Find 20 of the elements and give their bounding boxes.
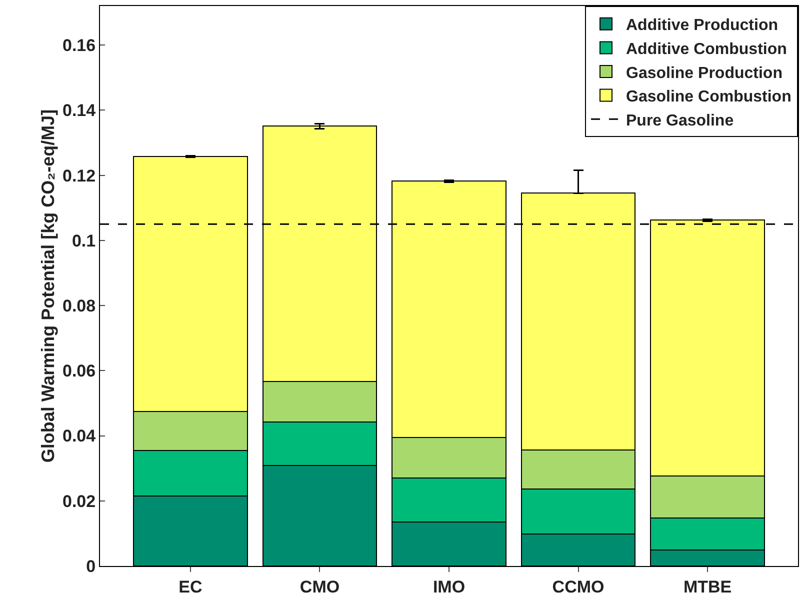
y-axis-title: Global Warming Potential [kg CO₂-eq/MJ] (38, 109, 58, 463)
y-tick-label: 0 (86, 556, 96, 576)
x-tick-label: CCMO (552, 577, 604, 596)
y-tick-label: 0.08 (62, 296, 96, 316)
y-tick-label: 0.16 (62, 36, 96, 56)
y-tick-label: 0.14 (62, 101, 96, 120)
y-tick-label: 0.06 (62, 362, 96, 381)
y-tick-label: 0.02 (62, 492, 96, 511)
legend-label: Gasoline Production (626, 64, 782, 82)
y-tick-label: 0.04 (62, 426, 96, 446)
x-tick-label: EC (178, 577, 202, 596)
x-tick-label: MTBE (683, 577, 732, 596)
legend-label: Pure Gasoline (626, 112, 734, 130)
y-tick-label: 0.12 (62, 166, 96, 186)
y-tick-label: 0.1 (72, 231, 96, 250)
legend-label: Additive Combustion (626, 40, 787, 58)
legend-label: Additive Production (626, 17, 778, 34)
legend-label: Gasoline Combustion (626, 88, 792, 106)
x-tick-label: IMO (432, 577, 466, 596)
x-tick-label: CMO (300, 577, 340, 596)
